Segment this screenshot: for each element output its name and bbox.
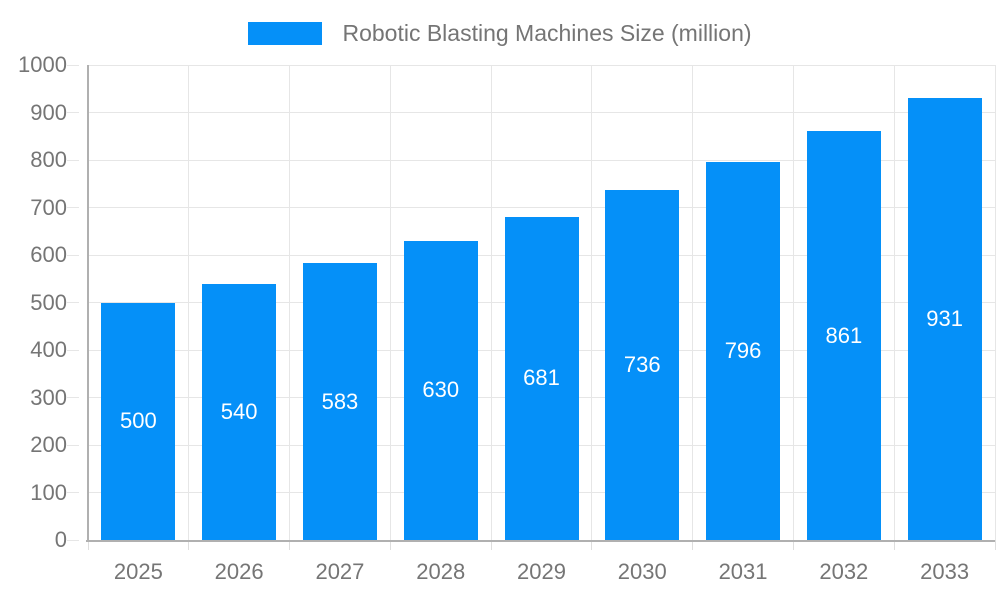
y-axis-tick [67,64,79,66]
y-axis-tick [67,112,79,113]
x-axis-tick [389,540,391,550]
gridline-vertical [994,65,996,540]
bar-2028[interactable]: 630 [403,240,478,540]
bar-value-label: 796 [724,337,762,363]
plot-area: 0 100 200 300 400 500 600 700 800 900 1000 500 2025 5… [18,54,996,583]
y-axis-tick [67,492,79,493]
y-axis-label: 200 [30,432,67,457]
gridline-vertical [289,65,291,540]
x-axis-label: 2033 [920,559,970,584]
y-axis-label: 400 [30,337,67,362]
legend[interactable]: Robotic Blasting Machines Size (million) [0,22,1000,45]
y-axis-tick [67,349,79,351]
gridline-horizontal [88,112,995,113]
gridline-horizontal [88,64,995,66]
x-axis-line [86,540,995,542]
bar-value-label: 500 [120,408,157,434]
y-axis-tick [67,159,79,161]
bar-value-label: 736 [623,352,661,378]
bar-value-label: 540 [220,398,258,424]
gridline-vertical [490,65,492,540]
bar-2030[interactable]: 736 [605,190,680,540]
y-axis-label: 100 [30,479,67,505]
x-axis-label: 2025 [113,559,163,584]
y-axis-tick [67,539,79,541]
bar-value-label: 630 [422,377,460,403]
x-axis-tick [792,540,794,550]
y-axis-tick [67,207,79,208]
y-axis-label: 1000 [18,52,67,77]
bar-2026[interactable]: 540 [202,283,277,540]
bar-value-label: 583 [321,388,359,414]
x-axis-label: 2028 [416,559,466,584]
legend-swatch [248,22,323,45]
bar-2029[interactable]: 681 [504,216,579,540]
bar-2025[interactable]: 500 [101,302,176,540]
bar-2031[interactable]: 796 [706,161,781,540]
gridline-vertical [792,65,794,540]
bar-2033[interactable]: 931 [907,97,982,540]
gridline-vertical [591,65,593,540]
x-axis-label: 2031 [718,559,768,584]
bar-value-label: 931 [926,305,963,331]
x-axis-tick [87,540,89,550]
y-axis-label: 0 [54,527,67,552]
x-axis-tick [591,540,593,550]
gridline-horizontal [88,159,995,161]
x-axis-tick [289,540,291,550]
x-axis-tick [994,540,996,550]
gridline-vertical [188,65,190,540]
y-axis-tick [67,444,79,446]
y-axis-label: 700 [30,194,67,220]
x-axis-label: 2029 [517,559,566,584]
gridline-vertical [893,65,895,540]
gridline-horizontal [88,207,995,208]
gridline-vertical [389,65,391,540]
y-axis-label: 500 [30,289,67,315]
y-axis-tick [67,397,79,398]
x-axis-label: 2027 [315,559,365,584]
y-axis-label: 600 [30,242,67,267]
bar-2027[interactable]: 583 [302,263,377,540]
bar-value-label: 681 [523,365,560,391]
x-axis-tick [893,540,895,550]
y-axis-label: 300 [30,384,67,410]
y-axis-line [87,65,89,540]
y-axis-tick [67,254,79,256]
y-axis-label: 900 [30,99,67,125]
x-axis-tick [692,540,694,550]
y-axis-label: 800 [30,147,67,172]
bar-value-label: 861 [825,322,863,348]
gridline-vertical [692,65,694,540]
x-axis-tick [188,540,190,550]
x-axis-tick [490,540,492,550]
bar-2032[interactable]: 861 [806,131,881,540]
x-axis-label: 2032 [819,559,869,584]
y-axis-tick [67,302,79,303]
x-axis-label: 2030 [617,559,667,584]
legend-label: Robotic Blasting Machines Size (million) [342,20,752,46]
x-axis-label: 2026 [214,559,264,584]
